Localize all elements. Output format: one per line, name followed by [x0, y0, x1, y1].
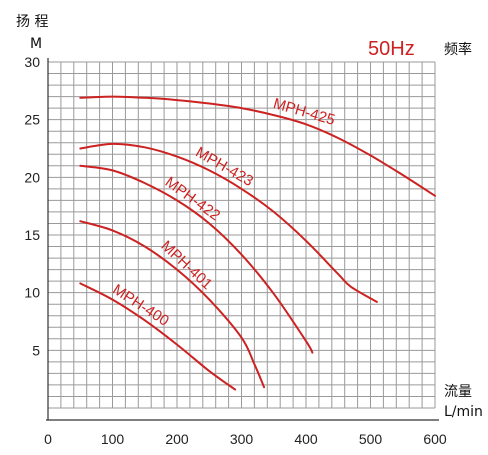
y-tick-label: 10	[24, 285, 40, 301]
grid	[47, 61, 436, 409]
curve-mph-400	[79, 282, 237, 391]
frequency-value: 50Hz	[368, 38, 415, 60]
x-tick-label: 200	[165, 431, 189, 447]
x-axis-unit: L/min	[444, 404, 483, 420]
x-tick-label: 500	[359, 431, 383, 447]
y-axis-unit: M	[30, 36, 42, 52]
x-tick-label: 600	[423, 431, 447, 447]
x-axis-title: 流量	[444, 384, 472, 400]
curve-mph-401	[79, 220, 266, 389]
y-tick-label: 25	[24, 112, 40, 128]
x-tick-label: 0	[44, 431, 52, 447]
y-tick-label: 30	[24, 54, 40, 70]
y-tick-label: 5	[32, 342, 40, 358]
y-tick-label: 15	[24, 227, 40, 243]
curve-label-mph-400: MPH-400	[110, 281, 172, 330]
curve-label-mph-422: MPH-422	[162, 174, 223, 225]
y-axis-title: 扬 程	[16, 14, 48, 30]
x-tick-label: 100	[101, 431, 125, 447]
frequency-label: 频率	[444, 41, 472, 58]
tick-labels: 0 100 200 300 400 500 600 5 10 15 20 25 30	[24, 54, 446, 447]
curve-mph-422	[79, 164, 314, 354]
x-tick-label: 300	[230, 431, 254, 447]
x-tick-label: 400	[294, 431, 318, 447]
axes	[46, 58, 439, 421]
curve-mph-425	[79, 95, 436, 197]
y-tick-label: 20	[24, 169, 40, 185]
curve-mph-423	[79, 142, 378, 303]
curve-label-mph-401: MPH-401	[158, 237, 216, 293]
